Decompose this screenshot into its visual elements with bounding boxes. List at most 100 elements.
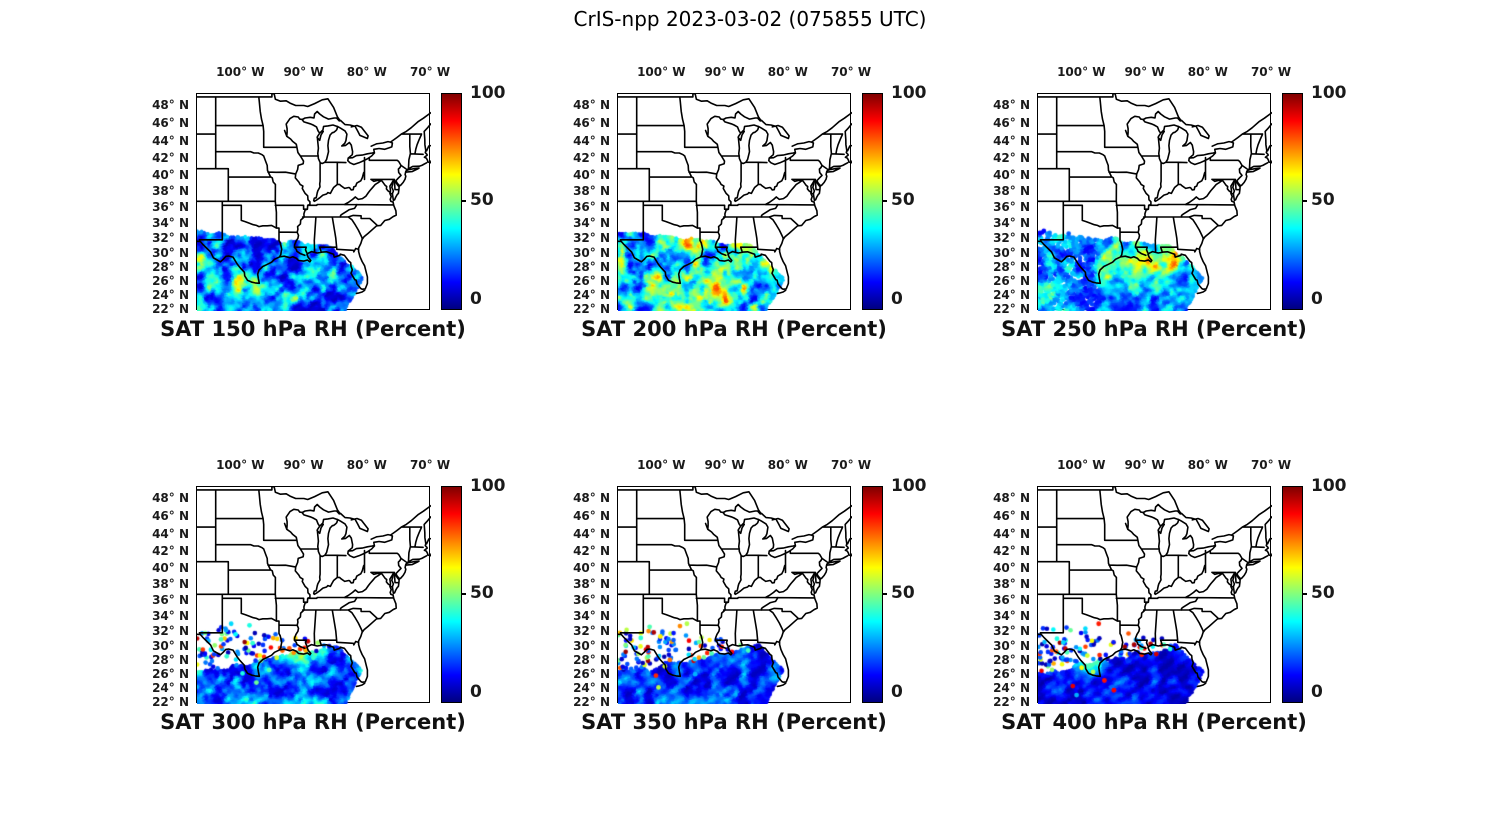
map-plot-area xyxy=(617,93,852,311)
lon-tick-label: 90° W xyxy=(704,65,745,79)
lat-tick-label: 22° N xyxy=(573,302,610,316)
lat-tick-label: 22° N xyxy=(152,302,189,316)
colorbar-tick-label: 100 xyxy=(470,83,506,103)
lat-tick-label: 30° N xyxy=(152,245,189,260)
lat-tick-label: 36° N xyxy=(152,200,189,215)
lat-tick-label: 28° N xyxy=(573,653,610,667)
lat-tick-label: 34° N xyxy=(573,215,610,230)
lon-tick-label: 100° W xyxy=(216,458,265,472)
map-plot-area xyxy=(196,93,431,311)
lat-tick-label: 30° N xyxy=(993,638,1030,653)
lat-tick-label: 42° N xyxy=(573,151,610,166)
subplot-panel-300hpa: 100° W 90° W 80° W 70° W 48° N 46° N 44° N 42° … xyxy=(152,458,505,734)
lon-tick-label: 80° W xyxy=(346,458,387,472)
lat-tick-label: 40° N xyxy=(152,561,189,576)
lat-tick-label: 26° N xyxy=(573,667,610,682)
lat-tick-label: 28° N xyxy=(573,260,610,274)
lat-tick-label: 24° N xyxy=(573,681,610,696)
lat-tick-label: 32° N xyxy=(573,230,610,245)
lon-tick-label: 100° W xyxy=(1057,65,1106,79)
lat-tick-label: 32° N xyxy=(993,623,1030,638)
panel-xlabel: SAT 350 hPa RH (Percent) xyxy=(581,710,887,734)
map-plot-area xyxy=(196,486,431,704)
lat-tick-label: 36° N xyxy=(993,200,1030,215)
lat-tick-label: 26° N xyxy=(993,667,1030,682)
colorbar-tick-label: 50 xyxy=(470,583,494,603)
lat-tick-label: 24° N xyxy=(573,288,610,303)
lat-tick-label: 38° N xyxy=(993,184,1030,199)
colorbar xyxy=(441,486,462,703)
lat-tick-label: 42° N xyxy=(152,151,189,166)
lon-tick-label: 70° W xyxy=(830,458,872,472)
lat-tick-label: 42° N xyxy=(573,544,610,559)
lat-tick-label: 38° N xyxy=(152,184,189,199)
lon-tick-label: 80° W xyxy=(767,458,808,472)
lon-tick-label: 90° W xyxy=(1124,458,1165,472)
lat-tick-label: 48° N xyxy=(993,490,1030,505)
lat-tick-label: 26° N xyxy=(152,274,189,289)
lat-tick-label: 44° N xyxy=(573,134,610,148)
colorbar-tick-label: 100 xyxy=(1311,476,1347,496)
lat-tick-label: 30° N xyxy=(573,638,610,653)
lat-tick-label: 48° N xyxy=(993,97,1030,112)
panel-xlabel: SAT 250 hPa RH (Percent) xyxy=(1001,317,1307,341)
lon-tick-label: 80° W xyxy=(1187,458,1228,472)
state-boundaries-map xyxy=(1038,487,1272,688)
lat-tick-label: 44° N xyxy=(993,527,1030,541)
lat-tick-label: 44° N xyxy=(152,134,189,148)
colorbar xyxy=(862,93,883,310)
state-boundaries-map xyxy=(197,487,431,688)
state-boundaries-map xyxy=(1038,94,1272,295)
lon-tick-label: 100° W xyxy=(637,65,686,79)
panel-xlabel: SAT 300 hPa RH (Percent) xyxy=(160,710,466,734)
lat-tick-label: 38° N xyxy=(573,184,610,199)
subplot-panel-150hpa: 100° W 90° W 80° W 70° W 48° N 46° N 44° N 42° … xyxy=(152,65,505,341)
lat-tick-label: 40° N xyxy=(573,561,610,576)
colorbar-tick-label: 0 xyxy=(470,682,482,702)
state-boundaries-map xyxy=(618,487,852,688)
lat-tick-label: 34° N xyxy=(993,215,1030,230)
lon-tick-label: 80° W xyxy=(346,65,387,79)
colorbar-tick-label: 50 xyxy=(1311,583,1335,603)
colorbar-tick-label: 0 xyxy=(1311,682,1323,702)
colorbar-tick-label: 0 xyxy=(891,682,903,702)
lat-tick-label: 28° N xyxy=(152,260,189,274)
colorbar-tick-label: 0 xyxy=(1311,289,1323,309)
lat-tick-label: 28° N xyxy=(152,653,189,667)
colorbar-tick-label: 0 xyxy=(470,289,482,309)
lon-tick-label: 90° W xyxy=(283,65,324,79)
lat-tick-label: 34° N xyxy=(152,215,189,230)
lat-tick-label: 22° N xyxy=(152,695,189,709)
lat-tick-label: 46° N xyxy=(993,116,1030,130)
lat-tick-label: 24° N xyxy=(993,288,1030,303)
lat-tick-label: 40° N xyxy=(152,168,189,183)
lon-tick-label: 70° W xyxy=(409,65,451,79)
lat-tick-label: 36° N xyxy=(573,593,610,608)
lat-tick-label: 28° N xyxy=(993,260,1030,274)
panel-xlabel: SAT 400 hPa RH (Percent) xyxy=(1001,710,1307,734)
colorbar-mid-tick xyxy=(883,200,887,202)
lat-tick-label: 36° N xyxy=(573,200,610,215)
lat-tick-label: 48° N xyxy=(152,490,189,505)
lat-tick-label: 32° N xyxy=(993,230,1030,245)
colorbar-mid-tick xyxy=(462,200,466,202)
subplot-panel-250hpa: 100° W 90° W 80° W 70° W 48° N 46° N 44° N 42° … xyxy=(993,65,1346,341)
lon-tick-label: 90° W xyxy=(704,458,745,472)
lat-tick-label: 22° N xyxy=(993,302,1030,316)
lat-tick-label: 26° N xyxy=(993,274,1030,289)
subplot-panel-400hpa: 100° W 90° W 80° W 70° W 48° N 46° N 44° N 42° … xyxy=(993,458,1346,734)
map-plot-area xyxy=(1037,486,1272,704)
colorbar-tick-label: 50 xyxy=(1311,190,1335,210)
colorbar-mid-tick xyxy=(1303,200,1307,202)
colorbar-tick-label: 100 xyxy=(470,476,506,496)
lon-tick-label: 90° W xyxy=(283,458,324,472)
state-boundaries-map xyxy=(618,94,852,295)
lat-tick-label: 46° N xyxy=(573,509,610,523)
lon-tick-label: 80° W xyxy=(1187,65,1228,79)
colorbar xyxy=(441,93,462,310)
lat-tick-label: 46° N xyxy=(152,116,189,130)
panel-xlabel: SAT 200 hPa RH (Percent) xyxy=(581,317,887,341)
lat-tick-label: 28° N xyxy=(993,653,1030,667)
lat-tick-label: 36° N xyxy=(993,593,1030,608)
lat-tick-label: 24° N xyxy=(152,288,189,303)
